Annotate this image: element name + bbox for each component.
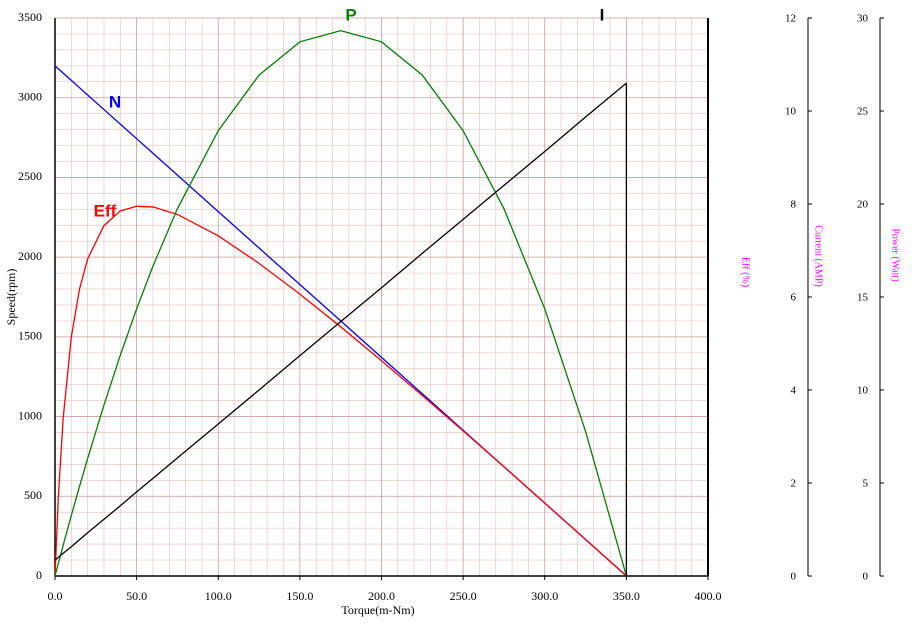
x-tick-label: 200.0: [368, 589, 395, 603]
x-tick-label: 50.0: [126, 589, 147, 603]
y2-tick-label: 2: [791, 478, 797, 490]
series-label: I: [600, 5, 605, 24]
series-line: [54, 82, 627, 561]
y-tick-label: 3500: [18, 10, 42, 24]
x-tick-label: 150.0: [286, 589, 313, 603]
x-tick-label: 100.0: [205, 589, 232, 603]
y2-tick-label: 0: [791, 571, 797, 583]
y2-tick-label: 12: [785, 13, 796, 25]
y2-tick-label: 4: [791, 385, 797, 397]
eff-axis-label: Eff (%): [740, 257, 751, 287]
y-tick-label: 2000: [18, 249, 42, 263]
y-tick-label: 3000: [18, 89, 42, 103]
y-tick-label: 500: [24, 488, 42, 502]
series-label: P: [345, 5, 356, 24]
y3-tick-label: 5: [863, 478, 869, 490]
y3-tick-label: 30: [857, 13, 869, 25]
y-tick-label: 2500: [18, 169, 42, 183]
y3-tick-label: 0: [863, 571, 869, 583]
y2-tick-label: 6: [791, 292, 797, 304]
y2-tick-label: 10: [785, 106, 797, 118]
x-tick-label: 300.0: [531, 589, 558, 603]
y3-tick-label: 25: [857, 106, 869, 118]
x-tick-label: 250.0: [450, 589, 477, 603]
x-tick-label: 0.0: [48, 589, 63, 603]
series-line: [54, 29, 628, 577]
series-line: [54, 205, 627, 577]
y-tick-label: 1500: [18, 329, 42, 343]
y-axis-label: Speed(rpm): [4, 269, 18, 326]
y-tick-label: 0: [36, 568, 42, 582]
y2-tick-label: 8: [791, 199, 797, 211]
y3-axis-label: Power (Watt): [890, 228, 901, 281]
series-label: Eff: [94, 201, 117, 220]
y3-tick-label: 20: [857, 199, 869, 211]
y3-tick-label: 10: [857, 385, 869, 397]
series-label: N: [109, 92, 121, 111]
x-tick-label: 350.0: [613, 589, 640, 603]
x-tick-label: 400.0: [695, 589, 722, 603]
y3-tick-label: 15: [857, 292, 869, 304]
y2-axis-label: Current (AMP): [813, 225, 824, 286]
x-axis-label: Torque(m-Nm): [341, 603, 414, 617]
y-tick-label: 1000: [18, 408, 42, 422]
